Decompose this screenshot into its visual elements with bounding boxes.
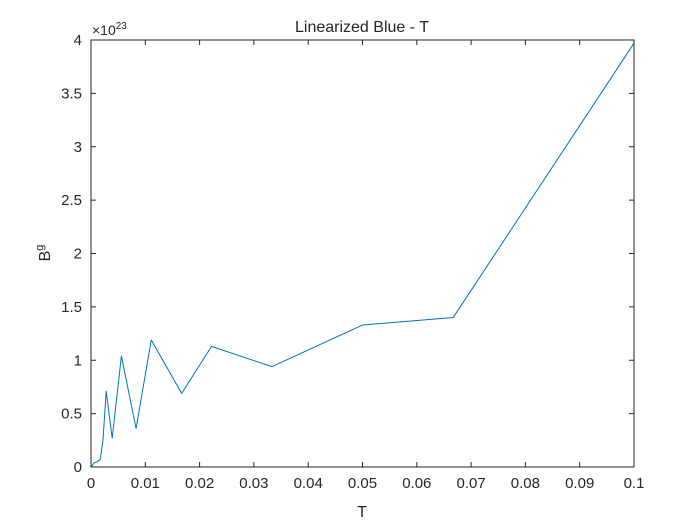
x-tick-label: 0.08 xyxy=(511,475,540,492)
y-tick-label: 3.5 xyxy=(61,85,82,102)
series-line-0 xyxy=(90,42,635,468)
x-tick-label: 0.07 xyxy=(456,475,485,492)
x-axis-label: T xyxy=(357,504,367,521)
y-axis-label: Bg xyxy=(34,245,54,262)
x-tick-label: 0.02 xyxy=(185,475,214,492)
chart-title: Linearized Blue - T xyxy=(295,19,429,36)
y-tick-label: 0 xyxy=(74,459,82,476)
y-tick-label: 1 xyxy=(74,352,82,369)
ticks-group: 0 0.01 0.02 0.03 0.04 0.05 0.06 0.07 0.08 0.09 0.1… xyxy=(61,32,644,492)
series-group xyxy=(90,42,635,468)
x-tick-label: 0.09 xyxy=(565,475,594,492)
y-tick-label: 4 xyxy=(74,32,82,49)
plot-area xyxy=(91,40,634,467)
x-tick-label: 0.05 xyxy=(348,475,377,492)
y-exponent-label: ×1023 xyxy=(92,21,127,38)
y-tick-label: 3 xyxy=(74,139,82,156)
y-exponent-prefix: ×10 xyxy=(92,22,116,38)
x-tick-label: 0.03 xyxy=(239,475,268,492)
y-tick-label: 1.5 xyxy=(61,299,82,316)
y-tick-label: 2.5 xyxy=(61,192,82,209)
axes-box xyxy=(90,39,635,468)
x-tick-label: 0.06 xyxy=(402,475,431,492)
x-tick-label: 0.01 xyxy=(131,475,160,492)
y-axis-label-superscript: g xyxy=(34,245,46,251)
x-tick-label: 0.04 xyxy=(294,475,323,492)
y-tick-label: 2 xyxy=(74,246,82,263)
y-exponent-power: 23 xyxy=(116,21,128,32)
y-axis-label-group: Bg xyxy=(34,245,54,262)
y-axis-label-base: B xyxy=(37,251,54,262)
x-tick-label: 0 xyxy=(87,475,95,492)
y-tick-label: 0.5 xyxy=(61,406,82,423)
x-tick-label: 0.1 xyxy=(624,475,645,492)
